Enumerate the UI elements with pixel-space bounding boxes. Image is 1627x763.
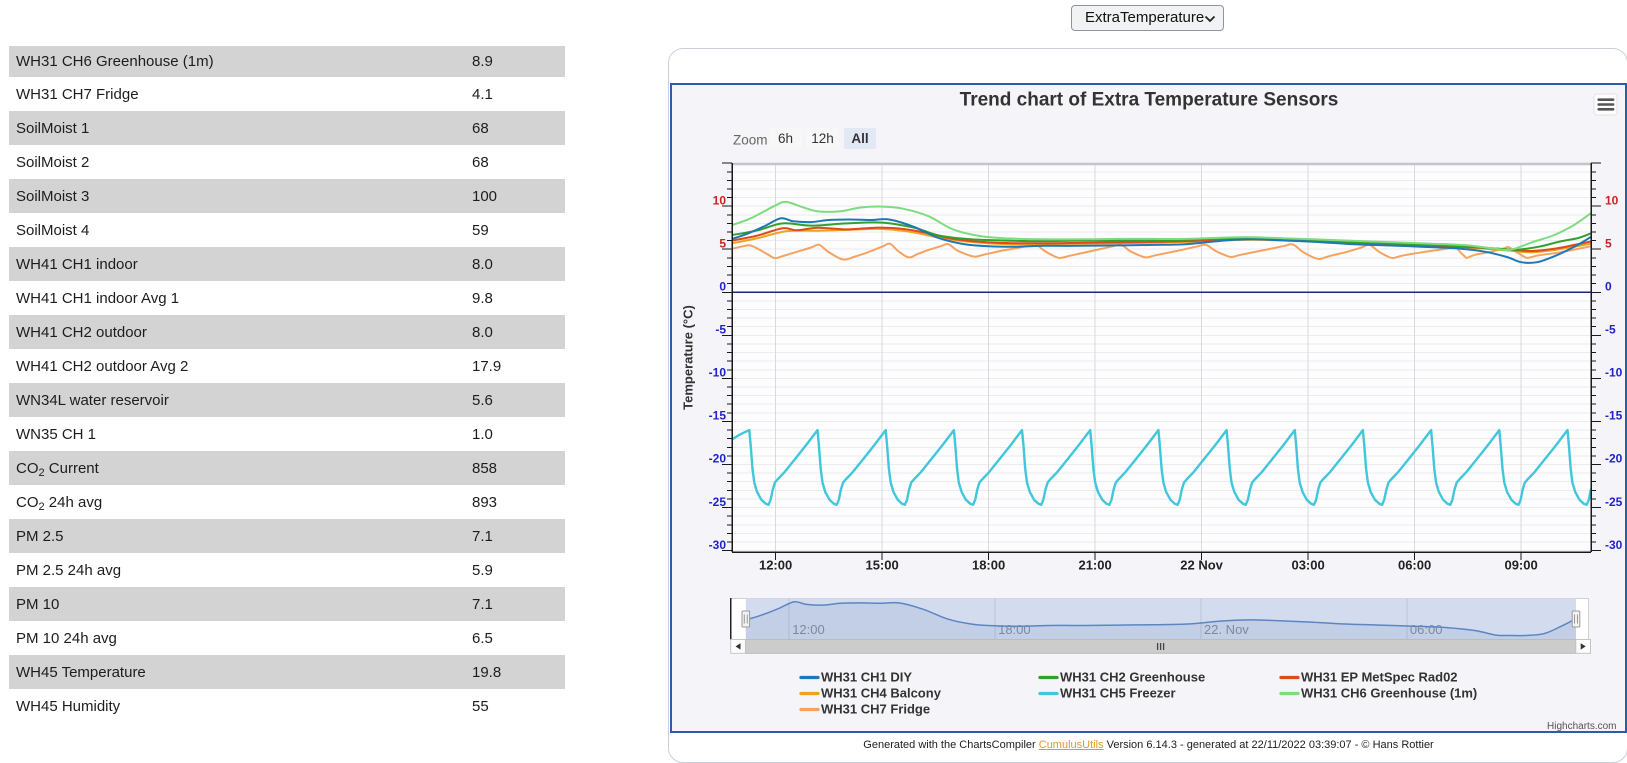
svg-text:-30: -30 <box>1605 538 1623 552</box>
svg-text:09:00: 09:00 <box>1504 558 1537 573</box>
svg-text:WH31 CH7 Fridge: WH31 CH7 Fridge <box>821 702 930 717</box>
svg-text:Zoom: Zoom <box>733 133 768 148</box>
svg-text:All: All <box>851 131 868 146</box>
svg-text:0: 0 <box>719 280 726 294</box>
svg-text:WH31 CH5 Freezer: WH31 CH5 Freezer <box>1060 686 1176 701</box>
svg-text:03:00: 03:00 <box>1291 558 1324 573</box>
svg-text:21:00: 21:00 <box>1078 558 1111 573</box>
svg-text:-5: -5 <box>715 323 726 337</box>
svg-text:6h: 6h <box>778 131 793 146</box>
svg-text:10: 10 <box>713 193 727 207</box>
svg-text:-25: -25 <box>1605 495 1623 509</box>
svg-text:-15: -15 <box>1605 409 1623 423</box>
svg-text:12:00: 12:00 <box>759 558 792 573</box>
svg-text:-20: -20 <box>1605 452 1623 466</box>
svg-text:Trend chart of Extra Temperatu: Trend chart of Extra Temperature Sensors <box>960 90 1339 111</box>
svg-text:-10: -10 <box>709 366 727 380</box>
svg-text:15:00: 15:00 <box>865 558 898 573</box>
svg-text:Temperature (°C): Temperature (°C) <box>681 305 696 410</box>
svg-text:-25: -25 <box>709 495 727 509</box>
svg-text:WH31 CH4 Balcony: WH31 CH4 Balcony <box>821 686 942 701</box>
svg-text:-5: -5 <box>1605 323 1616 337</box>
svg-text:0: 0 <box>1605 280 1612 294</box>
svg-text:06:00: 06:00 <box>1398 558 1431 573</box>
svg-text:WH31 CH2 Greenhouse: WH31 CH2 Greenhouse <box>1060 670 1205 685</box>
svg-text:12h: 12h <box>811 131 834 146</box>
svg-text:18:00: 18:00 <box>972 558 1005 573</box>
svg-text:-20: -20 <box>709 452 727 466</box>
svg-text:-15: -15 <box>709 409 727 423</box>
svg-text:Highcharts.com: Highcharts.com <box>1547 721 1616 731</box>
svg-text:WH31 CH1 DIY: WH31 CH1 DIY <box>821 670 912 685</box>
svg-text:5: 5 <box>719 236 726 250</box>
svg-text:12:00: 12:00 <box>792 622 825 637</box>
svg-text:22. Nov: 22. Nov <box>1204 622 1249 637</box>
svg-text:WH31 CH6 Greenhouse (1m): WH31 CH6 Greenhouse (1m) <box>1301 686 1477 701</box>
svg-text:22 Nov: 22 Nov <box>1180 558 1223 573</box>
svg-text:WH31 EP MetSpec Rad02: WH31 EP MetSpec Rad02 <box>1301 670 1458 685</box>
svg-text:-10: -10 <box>1605 366 1623 380</box>
svg-text:5: 5 <box>1605 236 1612 250</box>
svg-text:10: 10 <box>1605 193 1619 207</box>
svg-text:-30: -30 <box>709 538 727 552</box>
